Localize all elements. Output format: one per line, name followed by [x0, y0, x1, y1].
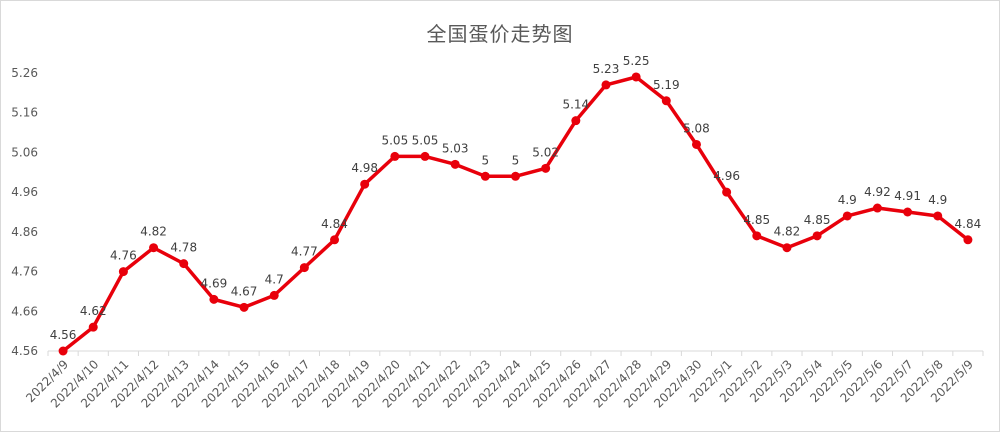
data-point [722, 187, 732, 197]
data-label: 4.84 [321, 217, 348, 231]
data-point [842, 211, 852, 221]
data-label: 4.85 [804, 213, 831, 227]
data-label: 5.05 [412, 133, 439, 147]
data-point [450, 159, 460, 169]
data-point [601, 80, 611, 90]
data-point [149, 243, 159, 253]
data-label: 4.76 [110, 249, 137, 263]
data-point [541, 163, 551, 173]
data-label: 4.7 [265, 272, 284, 286]
data-point [782, 243, 792, 253]
data-label: 4.56 [50, 328, 77, 342]
x-axis: 2022/4/92022/4/102022/4/112022/4/122022/… [23, 350, 984, 411]
data-point [390, 151, 400, 161]
y-tick-label: 5.16 [11, 106, 38, 120]
data-point [631, 72, 641, 82]
data-point [269, 290, 279, 300]
data-label: 5.05 [381, 133, 408, 147]
y-tick-label: 4.86 [11, 225, 38, 239]
data-label: 5.19 [653, 78, 680, 92]
data-point [661, 96, 671, 106]
data-label: 5 [512, 153, 520, 167]
y-tick-label: 4.66 [11, 304, 38, 318]
y-tick-label: 4.76 [11, 265, 38, 279]
data-point [571, 116, 581, 126]
data-point [872, 203, 882, 213]
data-point [209, 294, 219, 304]
y-tick-label: 5.06 [11, 145, 38, 159]
data-labels: 4.564.624.764.824.784.694.674.74.774.844… [50, 54, 982, 342]
data-point [752, 231, 762, 241]
data-label: 4.77 [291, 245, 318, 259]
data-point [903, 207, 913, 217]
data-point [511, 171, 520, 181]
chart-title: 全国蛋价走势图 [426, 22, 574, 46]
y-axis: 4.56 4.66 4.76 4.86 4.96 5.06 5.16 5.26 [11, 66, 38, 358]
y-tick-label: 4.96 [11, 185, 38, 199]
data-point [299, 263, 309, 273]
data-point [360, 179, 370, 189]
data-label: 4.9 [928, 193, 947, 207]
data-label: 4.85 [743, 213, 770, 227]
data-point [330, 235, 340, 245]
price-series [58, 72, 973, 356]
data-label: 4.67 [231, 284, 258, 298]
data-point [963, 235, 973, 245]
series-line [61, 75, 970, 353]
data-label: 4.92 [864, 185, 891, 199]
data-label: 5.03 [442, 141, 469, 155]
data-label: 4.62 [80, 304, 107, 318]
data-point [58, 346, 68, 356]
data-point [812, 231, 822, 241]
data-label: 4.69 [201, 276, 228, 290]
data-point [933, 211, 943, 221]
data-point [88, 322, 98, 332]
data-label: 5.02 [532, 145, 559, 159]
data-label: 4.9 [838, 193, 857, 207]
data-label: 5.25 [623, 54, 650, 68]
data-label: 5 [482, 153, 490, 167]
data-point [691, 139, 701, 149]
data-label: 4.98 [351, 161, 378, 175]
data-point [480, 171, 490, 181]
data-label: 5.14 [562, 98, 589, 112]
data-point [179, 259, 189, 269]
data-point [420, 151, 430, 161]
data-label: 4.91 [894, 189, 921, 203]
data-label: 4.96 [713, 169, 740, 183]
data-point [118, 267, 128, 277]
y-tick-label: 4.56 [11, 344, 38, 358]
y-tick-label: 5.26 [11, 66, 38, 80]
data-label: 4.82 [140, 225, 167, 239]
data-label: 5.23 [593, 62, 620, 76]
data-point [239, 302, 249, 312]
data-label: 4.78 [170, 241, 197, 255]
data-label: 5.08 [683, 121, 710, 135]
data-label: 4.82 [774, 225, 801, 239]
data-label: 4.84 [955, 217, 982, 231]
